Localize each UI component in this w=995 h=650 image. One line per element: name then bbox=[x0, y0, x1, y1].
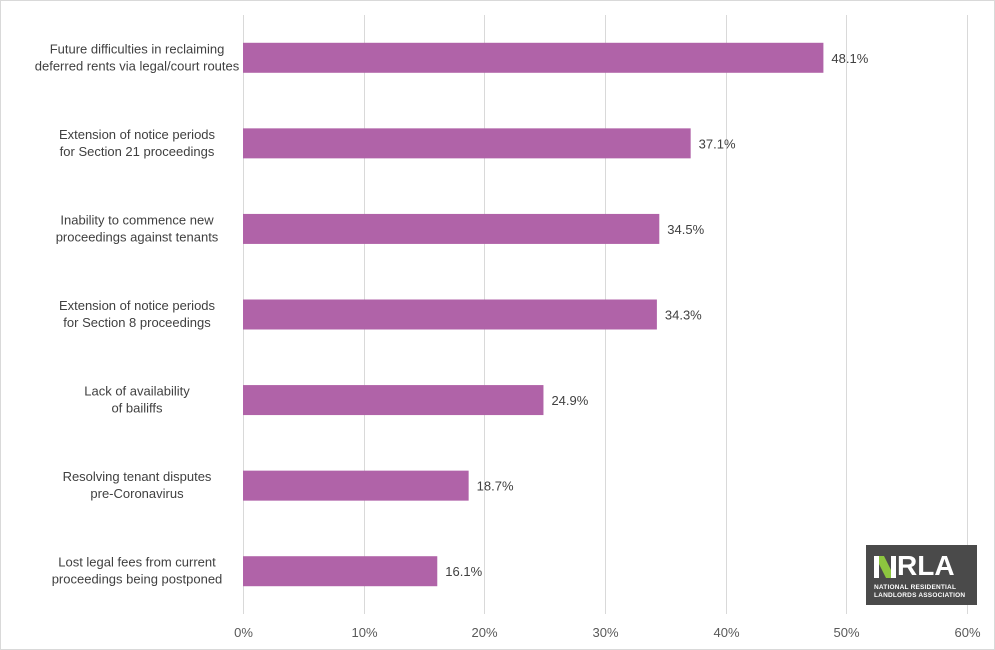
x-tick-label: 60% bbox=[954, 625, 980, 640]
x-tick-label: 30% bbox=[592, 625, 618, 640]
x-tick-label: 0% bbox=[234, 625, 253, 640]
bar-data-label: 34.5% bbox=[667, 222, 704, 237]
logo-subtitle: NATIONAL RESIDENTIAL LANDLORDS ASSOCIATI… bbox=[874, 584, 966, 599]
bar bbox=[243, 385, 544, 416]
bar bbox=[243, 213, 660, 244]
bar bbox=[243, 299, 657, 330]
bar-data-label: 48.1% bbox=[831, 51, 868, 66]
bar-data-label: 18.7% bbox=[477, 479, 514, 494]
bar bbox=[243, 42, 824, 73]
category-label: Extension of notice periods for Section 2… bbox=[59, 127, 216, 159]
bar-data-label: 37.1% bbox=[699, 136, 736, 151]
logo-wordmark-text: RLA bbox=[897, 550, 955, 581]
bar bbox=[243, 556, 438, 587]
x-tick-label: 10% bbox=[351, 625, 377, 640]
logo-wordmark: RLA bbox=[874, 552, 969, 580]
category-label: Lack of availability of bailiffs bbox=[84, 384, 190, 416]
bar-data-label: 24.9% bbox=[551, 393, 588, 408]
bar-data-label: 34.3% bbox=[665, 308, 702, 323]
category-label: Future difficulties in reclaiming deferre… bbox=[35, 41, 240, 73]
category-label: Resolving tenant disputes pre-Coronavirus bbox=[63, 469, 212, 501]
bar bbox=[243, 128, 691, 159]
category-label: Extension of notice periods for Section 8… bbox=[59, 298, 216, 330]
x-tick-label: 40% bbox=[713, 625, 739, 640]
x-tick-label: 50% bbox=[833, 625, 859, 640]
logo-n-mark-icon bbox=[874, 555, 896, 578]
category-label: Lost legal fees from current proceedings … bbox=[52, 555, 223, 587]
category-label: Inability to commence new proceedings aga… bbox=[56, 212, 219, 244]
bar bbox=[243, 470, 469, 501]
x-tick-label: 20% bbox=[471, 625, 497, 640]
bar-data-label: 16.1% bbox=[445, 564, 482, 579]
nrla-logo: RLA NATIONAL RESIDENTIAL LANDLORDS ASSOC… bbox=[866, 545, 977, 605]
